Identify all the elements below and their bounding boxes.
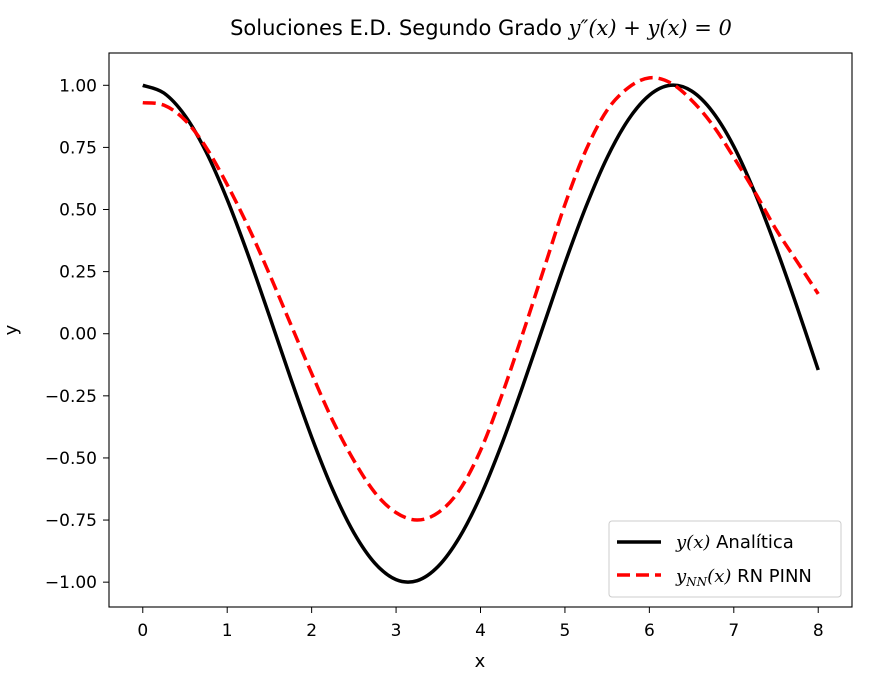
y-tick-label-8: −1.00 bbox=[45, 573, 97, 593]
y-axis-ticks: 1.00 0.75 0.50 0.25 0.00 −0.25 −0.50 −0.75 −1.00 bbox=[45, 76, 109, 593]
chart-title: Soluciones E.D. Segundo Grado y″(x) + y(… bbox=[230, 16, 732, 40]
legend-math-pinn: y bbox=[675, 566, 687, 587]
legend-text-analitica: Analítica bbox=[710, 532, 793, 553]
x-tick-label-3: 3 bbox=[391, 621, 402, 641]
legend-text-pinn: RN PINN bbox=[731, 566, 812, 587]
y-tick-label-6: −0.50 bbox=[45, 449, 97, 469]
legend-label-pinn: yNN(x) RN PINN bbox=[675, 566, 812, 589]
x-tick-label-0: 0 bbox=[137, 621, 148, 641]
x-tick-label-7: 7 bbox=[728, 621, 739, 641]
series-layer bbox=[142, 75, 820, 584]
x-tick-label-4: 4 bbox=[475, 621, 486, 641]
y-tick-label-2: 0.50 bbox=[59, 201, 97, 221]
legend-box bbox=[608, 520, 842, 598]
x-axis-ticks: 0 1 2 3 4 5 6 7 8 bbox=[137, 607, 824, 641]
y-tick-label-1: 0.75 bbox=[59, 138, 97, 158]
legend-label-analitica: y(x) Analítica bbox=[675, 532, 794, 553]
y-tick-label-4: 0.00 bbox=[59, 325, 97, 345]
x-tick-label-5: 5 bbox=[560, 621, 571, 641]
series-line-0 bbox=[142, 83, 820, 584]
x-tick-label-8: 8 bbox=[813, 621, 824, 641]
y-tick-label-3: 0.25 bbox=[59, 263, 97, 283]
y-axis-label: y bbox=[1, 324, 22, 335]
chart-title-prefix: Soluciones E.D. Segundo Grado bbox=[230, 16, 569, 40]
y-tick-label-0: 1.00 bbox=[59, 76, 97, 96]
chart-title-equation: y″(x) + y(x) = 0 bbox=[568, 16, 732, 40]
series-line-1 bbox=[142, 75, 820, 522]
legend-math-analitica: y(x) bbox=[675, 532, 710, 553]
legend: y(x) Analítica yNN(x) RN PINN bbox=[608, 520, 842, 598]
y-tick-label-7: −0.75 bbox=[45, 511, 97, 531]
legend-sub-pinn: NN bbox=[685, 575, 708, 589]
y-tick-label-5: −0.25 bbox=[45, 387, 97, 407]
x-axis-label: x bbox=[475, 651, 486, 672]
x-tick-label-6: 6 bbox=[644, 621, 655, 641]
x-tick-label-2: 2 bbox=[306, 621, 317, 641]
legend-math-rest-pinn: (x) bbox=[707, 566, 731, 587]
x-tick-label-1: 1 bbox=[222, 621, 233, 641]
